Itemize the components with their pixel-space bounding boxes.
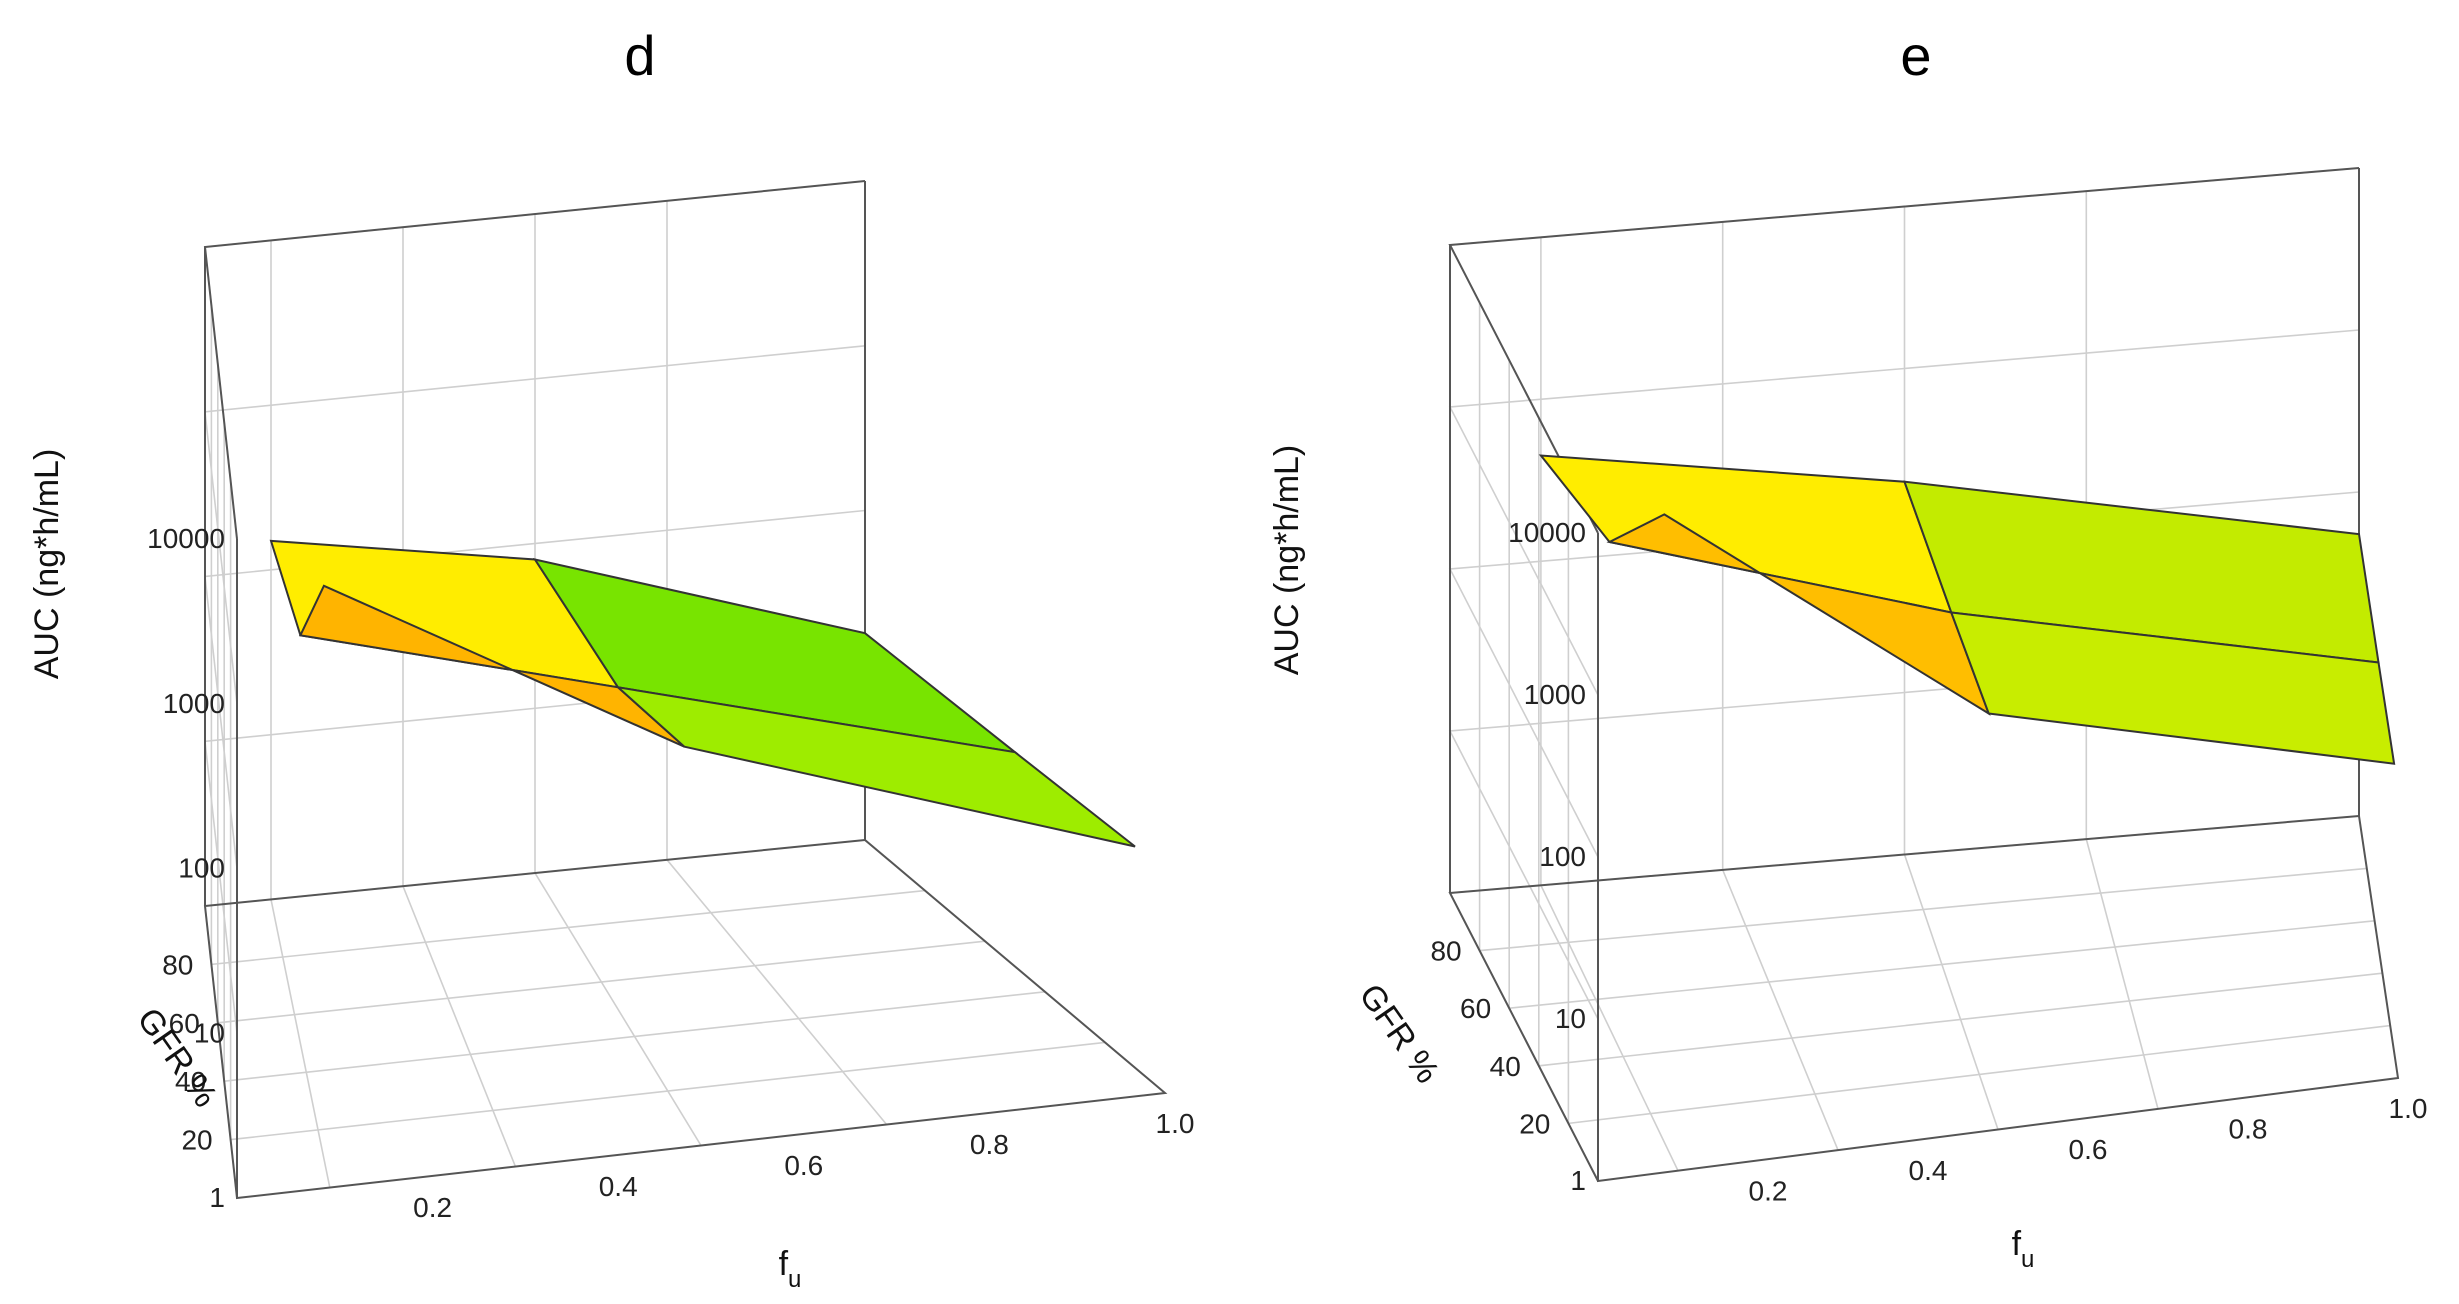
- surface: [269, 539, 1136, 848]
- z-tick-label: 1: [209, 1182, 225, 1213]
- gfr-tick-label: 40: [1490, 1051, 1521, 1082]
- z-tick-label: 10000: [147, 523, 225, 554]
- fu-tick-label: 0.4: [1909, 1155, 1948, 1186]
- z-axis-title: AUC (ng*h/mL): [1268, 445, 1306, 676]
- z-tick-label: 10: [194, 1017, 225, 1048]
- fu-tick-label: 0.6: [784, 1150, 823, 1181]
- tick-labels: 1 10 100 1000 10000 20 40 60 80 0.2 0.4 0.6 0.8 1.0: [147, 523, 1194, 1223]
- z-tick-label: 100: [1539, 841, 1586, 872]
- fu-tick-label: 1.0: [2389, 1093, 2428, 1124]
- fu-tick-label: 0.8: [2229, 1114, 2268, 1145]
- gfr-tick-label: 40: [175, 1066, 206, 1097]
- fu-axis-title: fu: [779, 1245, 802, 1293]
- fu-axis-subscript: u: [788, 1266, 801, 1293]
- fu-axis-subscript: u: [2021, 1246, 2034, 1273]
- z-tick-label: 10: [1555, 1003, 1586, 1034]
- z-gridline: [204, 839, 866, 1199]
- fu-tick-label: 1.0: [1156, 1108, 1195, 1139]
- z-gridline: [1448, 815, 2360, 1182]
- z-axis-title: AUC (ng*h/mL): [28, 449, 66, 680]
- surface-patch: [1949, 611, 2396, 765]
- panel-e: 1 10 100 1000 10000 20 40 60 80 0.2 0.4 0.6 0.8 1.0 e A…: [1268, 24, 2427, 1273]
- fu-gridline: [402, 227, 517, 1167]
- gfr-tick-label: 80: [162, 949, 193, 980]
- z-tick-label: 100: [178, 853, 225, 884]
- gfr-tick-label: 20: [1519, 1108, 1550, 1139]
- z-tick-label: 1000: [163, 688, 225, 719]
- z-tick-label: 1000: [1524, 679, 1586, 710]
- surface-patch: [614, 685, 1136, 848]
- fu-tick-label: 0.8: [970, 1129, 1009, 1160]
- fu-tick-label: 0.4: [599, 1171, 638, 1202]
- frame-floor: [203, 839, 866, 1199]
- frame-outer: [236, 181, 1168, 1200]
- fu-tick-label: 0.2: [1749, 1175, 1788, 1206]
- surface: [1538, 454, 2396, 765]
- surface-patch: [1538, 454, 1953, 614]
- gfr-tick-label: 80: [1430, 936, 1461, 967]
- fu-tick-label: 0.2: [413, 1192, 452, 1223]
- gfr-axis-title: GFR %: [1351, 977, 1446, 1090]
- axes-frame: [203, 180, 1168, 1200]
- fu-axis-title: fu: [2012, 1225, 2035, 1273]
- panel-label: e: [1900, 24, 1931, 87]
- z-tick-label: 10000: [1508, 517, 1586, 548]
- frame-floor: [1448, 815, 2360, 1182]
- panel-d: 1 10 100 1000 10000 20 40 60 80 0.2 0.4 0.6 0.8 1.0 d A…: [28, 24, 1194, 1293]
- gfr-tick-label: 60: [169, 1008, 200, 1039]
- fu-gridline: [1721, 221, 1839, 1151]
- gfr-tick-label: 60: [1460, 993, 1491, 1024]
- gfr-tick-label: 20: [181, 1125, 212, 1156]
- z-tick-label: 1: [1570, 1165, 1586, 1196]
- panel-label: d: [624, 24, 655, 87]
- tick-labels: 1 10 100 1000 10000 20 40 60 80 0.2 0.4 0.6 0.8 1.0: [1430, 517, 2427, 1206]
- fu-gridline: [270, 240, 331, 1188]
- fu-tick-label: 0.6: [2069, 1134, 2108, 1165]
